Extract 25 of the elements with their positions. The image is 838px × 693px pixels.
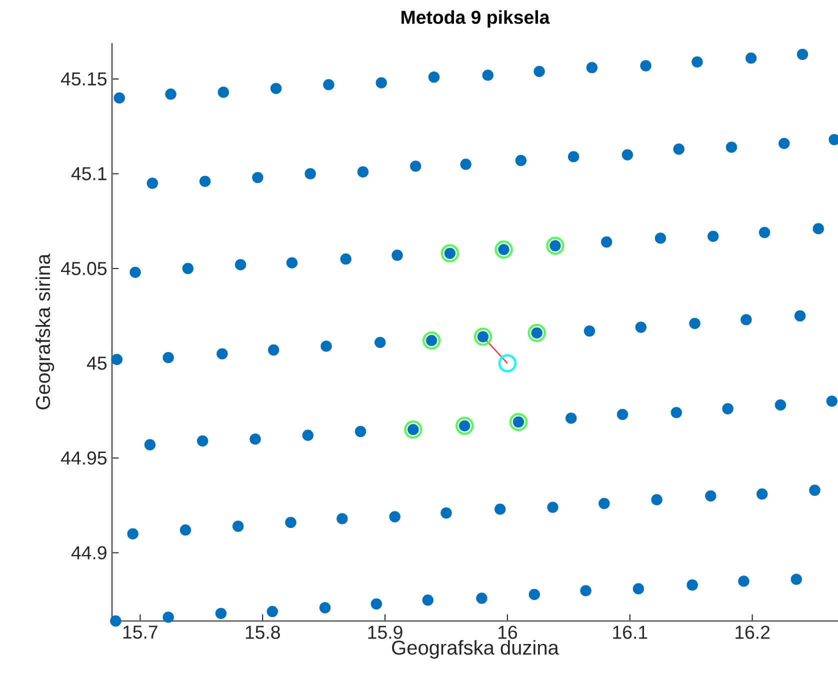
point <box>440 244 459 262</box>
point <box>422 331 441 350</box>
point <box>528 324 546 342</box>
x-axis-title: Geografska duzina <box>392 640 559 659</box>
point <box>498 354 517 372</box>
y-tick-label: 45.1 <box>71 167 106 180</box>
x-tick-label: 16 <box>498 626 517 639</box>
point <box>546 236 564 255</box>
y-axis-title: Geografska sirina <box>35 254 54 410</box>
point <box>474 328 492 346</box>
y-tick-label: 44.9 <box>71 546 106 560</box>
point <box>456 416 474 435</box>
x-tick-label: 15.8 <box>246 626 280 639</box>
x-tick-label: 16.1 <box>613 626 648 639</box>
y-tick-label: 45.05 <box>60 262 106 276</box>
point <box>494 240 513 259</box>
x-tick-label: 15.7 <box>123 626 158 639</box>
y-tick-label: 45.15 <box>60 72 106 86</box>
point <box>404 420 422 439</box>
x-tick-label: 15.9 <box>368 626 402 639</box>
y-tick-label: 45 <box>86 356 107 370</box>
chart-title: Metoda 9 piksela <box>402 10 550 28</box>
y-tick-label: 44.95 <box>60 451 106 465</box>
point <box>509 412 528 432</box>
x-tick-label: 16.2 <box>736 626 770 639</box>
